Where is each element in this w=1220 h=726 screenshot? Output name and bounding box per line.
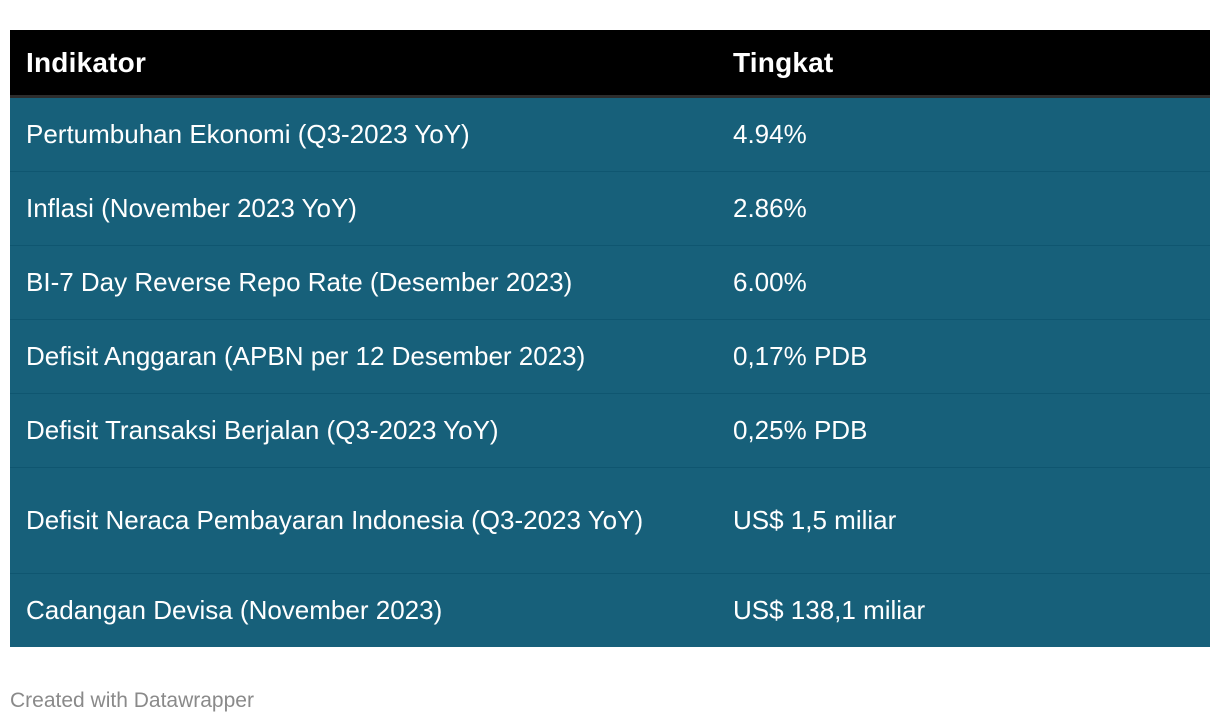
column-header-indikator[interactable]: Indikator — [26, 46, 147, 78]
cell-indikator: Defisit Neraca Pembayaran Indonesia (Q3-… — [26, 505, 644, 535]
table-row: BI-7 Day Reverse Repo Rate (Desember 202… — [10, 246, 1210, 320]
column-header-tingkat[interactable]: Tingkat — [733, 46, 834, 78]
cell-indikator: Inflasi (November 2023 YoY) — [26, 193, 357, 223]
cell-indikator: Defisit Transaksi Berjalan (Q3-2023 YoY) — [26, 415, 499, 445]
table-row: Inflasi (November 2023 YoY) 2.86% — [10, 172, 1210, 246]
table-row: Defisit Anggaran (APBN per 12 Desember 2… — [10, 320, 1210, 394]
cell-tingkat: US$ 1,5 miliar — [733, 505, 897, 535]
cell-indikator: Cadangan Devisa (November 2023) — [26, 595, 443, 625]
table-row: Defisit Transaksi Berjalan (Q3-2023 YoY)… — [10, 394, 1210, 468]
cell-tingkat: 4.94% — [733, 119, 807, 149]
table-header-row: Indikator Tingkat — [10, 30, 1210, 98]
table-row: Pertumbuhan Ekonomi (Q3-2023 YoY) 4.94% — [10, 98, 1210, 172]
cell-indikator: Defisit Anggaran (APBN per 12 Desember 2… — [26, 341, 586, 371]
cell-tingkat: 6.00% — [733, 267, 807, 297]
data-table: Indikator Tingkat Pertumbuhan Ekonomi (Q… — [10, 30, 1210, 647]
cell-indikator: BI-7 Day Reverse Repo Rate (Desember 202… — [26, 267, 573, 297]
table-row: Defisit Neraca Pembayaran Indonesia (Q3-… — [10, 468, 1210, 574]
table-row: Cadangan Devisa (November 2023) US$ 138,… — [10, 574, 1210, 647]
cell-tingkat: 0,17% PDB — [733, 341, 868, 371]
cell-indikator: Pertumbuhan Ekonomi (Q3-2023 YoY) — [26, 119, 470, 149]
cell-tingkat: 2.86% — [733, 193, 807, 223]
datawrapper-credit[interactable]: Created with Datawrapper — [10, 689, 254, 712]
cell-tingkat: US$ 138,1 miliar — [733, 595, 926, 625]
cell-tingkat: 0,25% PDB — [733, 415, 868, 445]
